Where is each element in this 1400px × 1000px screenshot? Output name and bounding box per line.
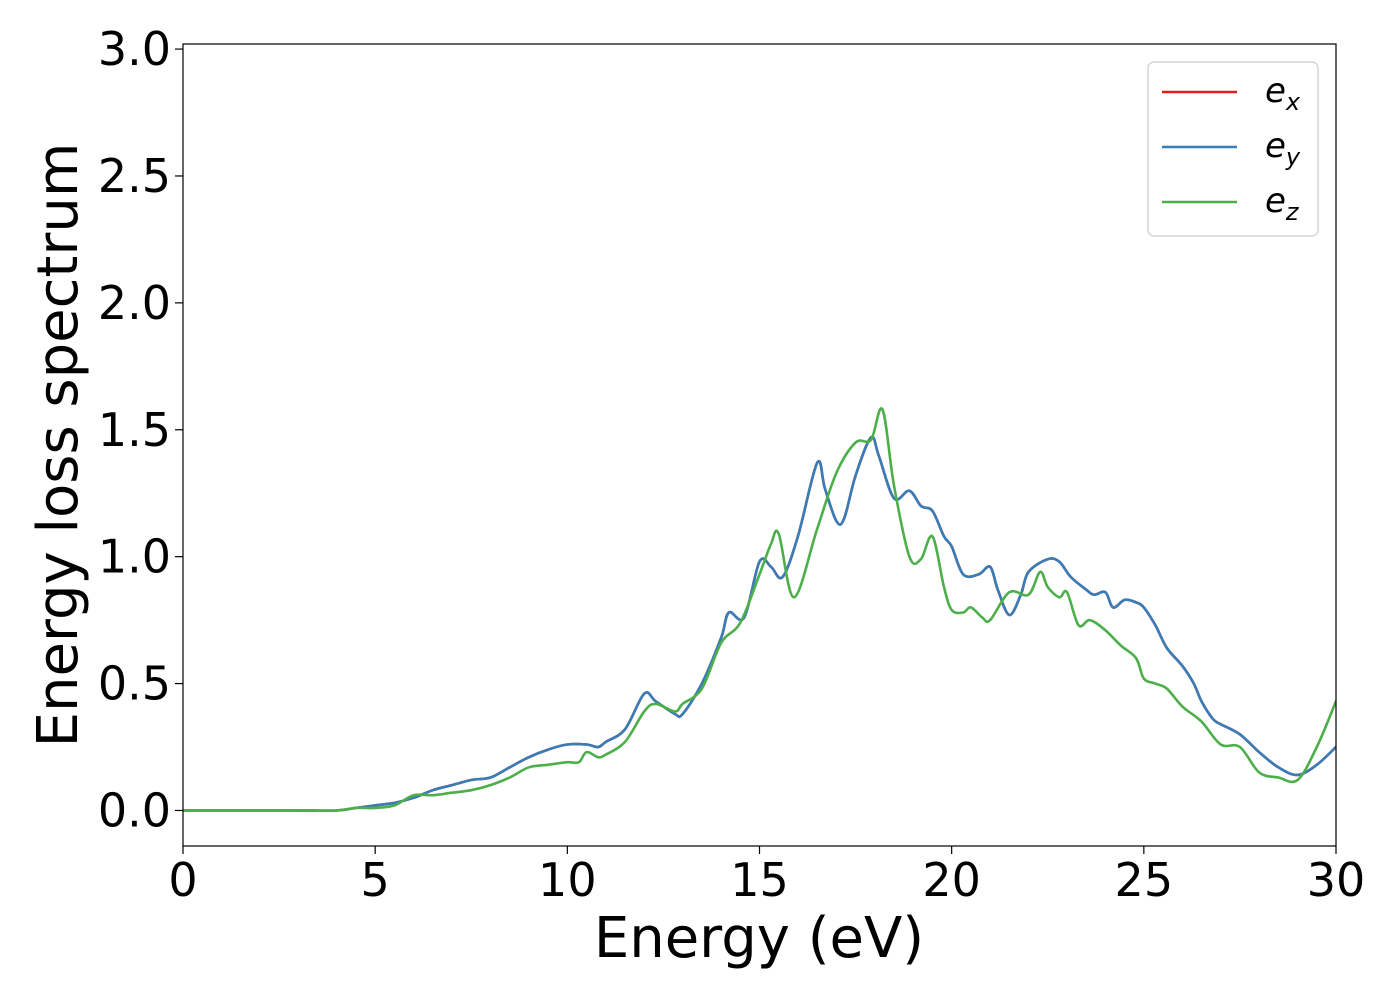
x-tick-label: 30 <box>1307 853 1366 907</box>
legend-subscript: x <box>1285 88 1301 116</box>
y-tick-label: 3.0 <box>98 22 171 76</box>
y-tick-label: 0.5 <box>98 657 171 711</box>
series-layer <box>183 407 1336 812</box>
x-axis-label: Energy (eV) <box>594 906 924 971</box>
legend-box <box>1147 61 1319 237</box>
series-line-e-y <box>183 435 1336 812</box>
y-tick-label: 1.0 <box>98 530 171 584</box>
x-tick-label: 25 <box>1115 853 1174 907</box>
x-tick-label: 10 <box>538 853 597 907</box>
y-tick-label: 2.5 <box>98 149 171 203</box>
y-tick-label: 1.5 <box>98 403 171 457</box>
x-axis: 0 5 10 15 20 25 30 <box>168 846 1365 907</box>
y-tick-label: 0.0 <box>98 783 171 837</box>
y-tick-label: 2.0 <box>98 276 171 330</box>
x-tick-label: 5 <box>361 853 390 907</box>
x-tick-label: 15 <box>730 853 789 907</box>
legend-subscript: y <box>1285 143 1301 171</box>
y-axis: 0.0 0.5 1.0 1.5 2.0 2.5 3.0 <box>98 22 183 837</box>
legend-label-e-z: ez <box>1265 181 1300 226</box>
y-axis-label: Energy loss spectrum <box>26 143 91 748</box>
series-line-e-z <box>183 407 1336 812</box>
series-line-e-x <box>183 435 1336 812</box>
legend-subscript: z <box>1285 198 1300 226</box>
x-tick-label: 20 <box>922 853 981 907</box>
x-tick-label: 0 <box>168 853 197 907</box>
